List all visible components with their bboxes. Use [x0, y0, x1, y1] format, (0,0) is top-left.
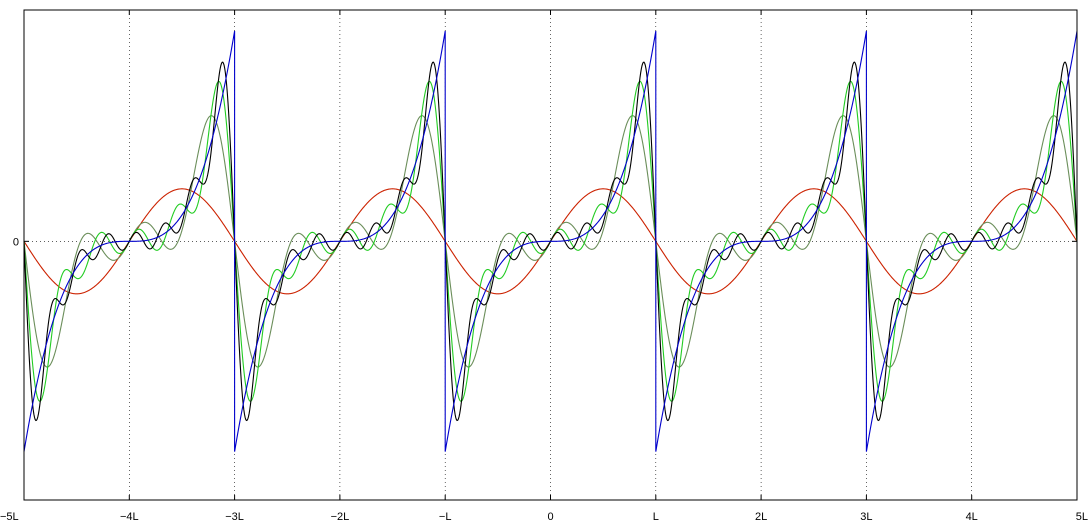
x-tick-label: L	[653, 511, 659, 523]
x-tick-label: −L	[439, 511, 452, 523]
y-tick-label: 0	[13, 236, 19, 248]
x-tick-label: −4L	[120, 511, 139, 523]
axis-ticks	[23, 10, 1078, 500]
tick-labels: −5L −4L −3L −2L −L 0 L 2L 3L 4L 5L 0	[0, 236, 1088, 523]
x-tick-label: −5L	[0, 511, 19, 523]
x-tick-label: 3L	[860, 511, 872, 523]
series-line-exact	[23, 30, 1078, 452]
series-lines	[23, 30, 1078, 452]
x-tick-label: 5L	[1076, 511, 1088, 523]
grid-lines	[24, 10, 1077, 500]
x-tick-label: 4L	[966, 511, 978, 523]
x-tick-label: −3L	[225, 511, 244, 523]
x-tick-label: 2L	[755, 511, 767, 523]
x-tick-label: −2L	[331, 511, 350, 523]
x-tick-label: 0	[547, 511, 553, 523]
